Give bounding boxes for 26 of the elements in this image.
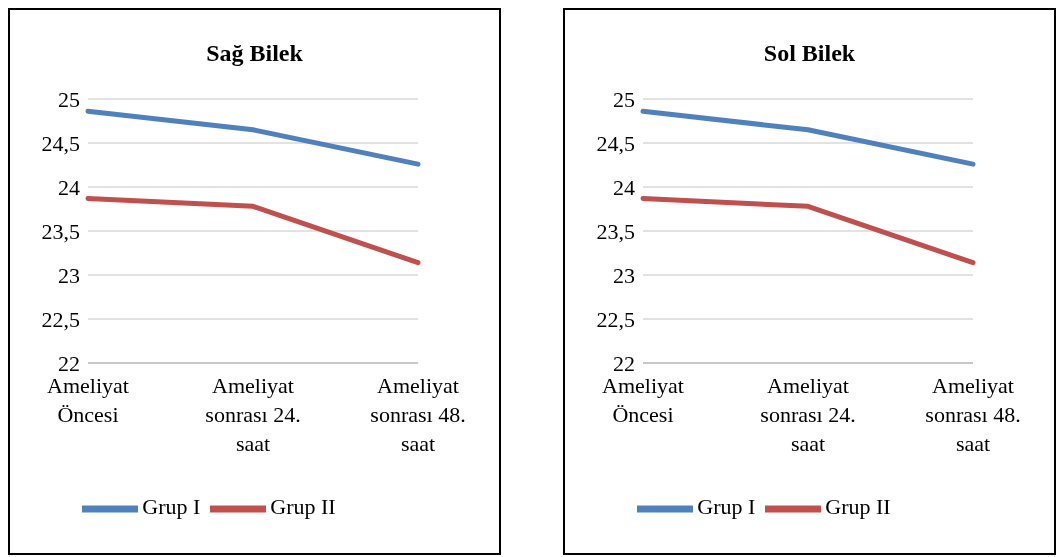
y-tick-label: 25 bbox=[58, 86, 80, 112]
y-tick-label: 22 bbox=[58, 350, 80, 376]
legend-label: Grup I bbox=[697, 494, 756, 520]
y-tick-label: 22 bbox=[613, 350, 635, 376]
x-tick-label: Ameliyat Öncesi bbox=[47, 373, 129, 427]
chart-title: Sağ Bilek bbox=[205, 40, 304, 67]
y-tick-label: 23 bbox=[613, 262, 635, 288]
x-tick-label: Ameliyat sonrası 48. saat bbox=[370, 373, 466, 456]
legend-label: Grup I bbox=[142, 494, 201, 520]
y-tick-label: 24 bbox=[58, 174, 80, 200]
y-tick-label: 23 bbox=[58, 262, 80, 288]
y-tick-label: 23,5 bbox=[41, 218, 80, 244]
chart-title: Sol Bilek bbox=[762, 40, 857, 67]
x-tick-label: Ameliyat sonrası 24. saat bbox=[205, 373, 301, 456]
y-tick-label: 24,5 bbox=[41, 130, 80, 156]
y-tick-label: 25 bbox=[613, 86, 635, 112]
x-tick-label: Ameliyat Öncesi bbox=[602, 373, 684, 427]
legend-label: Grup II bbox=[270, 494, 336, 520]
y-tick-label: 24,5 bbox=[596, 130, 635, 156]
y-tick-label: 22,5 bbox=[41, 306, 80, 332]
y-tick-label: 22,5 bbox=[596, 306, 635, 332]
x-tick-label: Ameliyat sonrası 48. saat bbox=[925, 373, 1021, 456]
legend-label: Grup II bbox=[825, 494, 891, 520]
y-tick-label: 24 bbox=[613, 174, 635, 200]
x-tick-label: Ameliyat sonrası 24. saat bbox=[760, 373, 856, 456]
y-tick-label: 23,5 bbox=[596, 218, 635, 244]
